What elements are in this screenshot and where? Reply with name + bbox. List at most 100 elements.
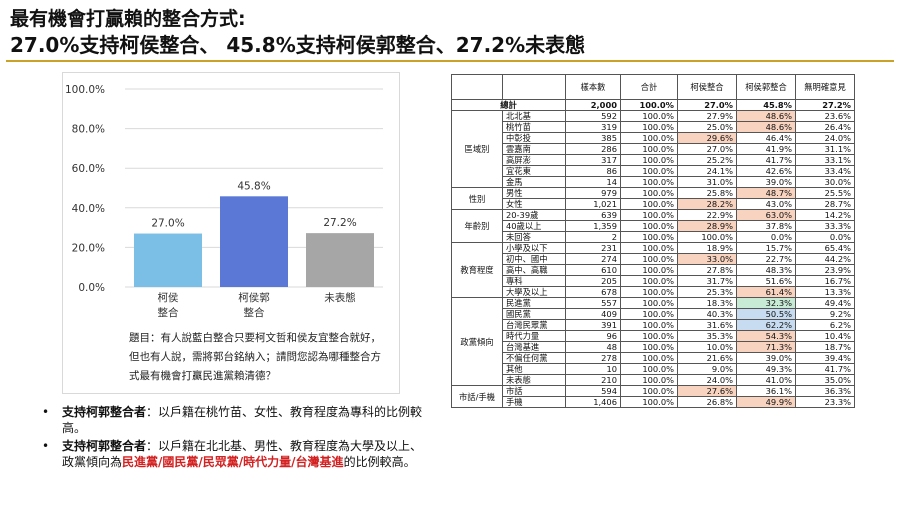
table-cell: 10 [565,363,621,375]
table-cell: 96 [565,330,621,342]
table-cell: 24.0% [795,132,855,144]
row-label: 金馬 [502,176,566,188]
table-cell: 100.0% [620,99,678,111]
table-cell: 274 [565,253,621,265]
row-label: 台灣民眾黨 [502,319,566,331]
table-cell: 21.6% [677,352,737,364]
bar-value-label: 45.8% [237,180,270,192]
table-cell: 14.2% [795,209,855,221]
table-cell: 385 [565,132,621,144]
table-cell: 100.0% [620,275,678,287]
row-label: 初中、國中 [502,253,566,265]
table-cell: 39.0% [736,176,796,188]
table-cell: 27.9% [677,110,737,122]
table-row: 高中、高職 610 100.0% 27.8% 48.3% 23.9% [452,264,855,276]
column-header: 柯侯郭整合 [736,74,796,100]
column-header [502,74,566,100]
table-cell: 27.6% [677,385,737,397]
table-cell: 48.6% [736,121,796,133]
table-cell: 39.0% [736,352,796,364]
table-cell: 39.4% [795,352,855,364]
table-cell: 317 [565,154,621,166]
table-cell: 61.4% [736,286,796,298]
table-cell: 28.2% [677,198,737,210]
row-group-label: 性別 [451,187,503,210]
table-cell: 50.5% [736,308,796,320]
table-cell: 27.0% [677,99,737,111]
table-cell: 44.2% [795,253,855,265]
table-cell: 100.0% [620,176,678,188]
row-label: 高中、高職 [502,264,566,276]
table-cell: 25.0% [677,121,737,133]
row-label: 其他 [502,363,566,375]
finding-item-1: • 支持柯郭整合者：以戶籍在桃竹苗、女性、教育程度為專科的比例較高。 [40,404,430,436]
x-tick-label: 柯侯郭 [238,291,270,304]
table-cell: 33.1% [795,154,855,166]
table-cell: 31.0% [677,176,737,188]
table-row: 40歲以上 1,359 100.0% 28.9% 37.8% 33.3% [452,220,855,232]
bar-chart-panel: 0.0% 20.0% 40.0% 60.0% 80.0% 100.0% 27.0% 柯侯 整合 4… [62,72,400,394]
table-cell: 49.4% [795,297,855,309]
table-row: 宜花東 86 100.0% 24.1% 42.6% 33.4% [452,165,855,177]
table-cell: 100.0% [620,396,678,408]
table-cell: 100.0% [620,154,678,166]
row-label: 大學及以上 [502,286,566,298]
table-cell: 41.7% [795,363,855,375]
column-header: 柯侯整合 [677,74,737,100]
table-cell: 100.0% [620,363,678,375]
row-label: 未表態 [502,374,566,386]
table-cell: 319 [565,121,621,133]
title-line-2: 27.0%支持柯侯整合、 45.8%支持柯侯郭整合、27.2%未表態 [10,33,586,57]
row-label: 專科 [502,275,566,287]
table-cell: 24.1% [677,165,737,177]
row-label: 小學及以下 [502,242,566,254]
column-header: 無明確意見 [795,74,855,100]
finding-1-body: ：以戶籍在桃竹苗、女性、教育程度為專科的比例較高。 [62,405,423,435]
table-row: 台灣民眾黨 391 100.0% 31.6% 62.2% 6.2% [452,319,855,331]
title-line-1: 最有機會打贏賴的整合方式: [10,8,246,30]
table-cell: 100.0% [620,253,678,265]
table-cell: 27.0% [677,143,737,155]
bar [306,233,374,287]
table-cell: 100.0% [620,374,678,386]
table-cell: 48.6% [736,110,796,122]
table-cell: 33.3% [795,220,855,232]
row-label: 國民黨 [502,308,566,320]
row-label: 總計 [451,99,566,111]
table-cell: 6.2% [795,319,855,331]
table-cell: 100.0% [620,132,678,144]
table-row: 初中、國中 274 100.0% 33.0% 22.7% 44.2% [452,253,855,265]
table-cell: 100.0% [620,286,678,298]
table-cell: 15.7% [736,242,796,254]
table-cell: 205 [565,275,621,287]
bullet-icon: • [42,439,50,453]
table-cell: 28.9% [677,220,737,232]
table-row: 國民黨 409 100.0% 40.3% 50.5% 9.2% [452,308,855,320]
bar [134,233,202,287]
row-label: 桃竹苗 [502,121,566,133]
row-label: 40歲以上 [502,220,566,232]
table-row: 不偏任何黨 278 100.0% 21.6% 39.0% 39.4% [452,352,855,364]
table-header-row: 樣本數 合計 柯侯整合 柯侯郭整合 無明確意見 [451,74,855,100]
table-cell: 30.0% [795,176,855,188]
x-tick-label: 整合 [244,306,265,319]
row-label: 未回答 [502,231,566,243]
bar-value-label: 27.0% [151,218,184,230]
row-label: 20-39歲 [502,209,566,221]
table-cell: 210 [565,374,621,386]
row-label: 民進黨 [502,297,566,309]
table-row: 未表態 210 100.0% 24.0% 41.0% 35.0% [452,374,855,386]
table-cell: 41.0% [736,374,796,386]
table-cell: 54.3% [736,330,796,342]
table-cell: 29.6% [677,132,737,144]
y-tick-label: 20.0% [72,242,105,254]
row-label: 台灣基進 [502,341,566,353]
table-cell: 48 [565,341,621,353]
findings-list: • 支持柯郭整合者：以戶籍在桃竹苗、女性、教育程度為專科的比例較高。 • 支持柯郭整… [40,404,430,472]
table-row: 女性 1,021 100.0% 28.2% 43.0% 28.7% [452,198,855,210]
table-cell: 49.9% [736,396,796,408]
table-row: 雲嘉南 286 100.0% 27.0% 41.9% 31.1% [452,143,855,155]
table-cell: 0.0% [795,231,855,243]
table-cell: 31.7% [677,275,737,287]
row-label: 市話 [502,385,566,397]
